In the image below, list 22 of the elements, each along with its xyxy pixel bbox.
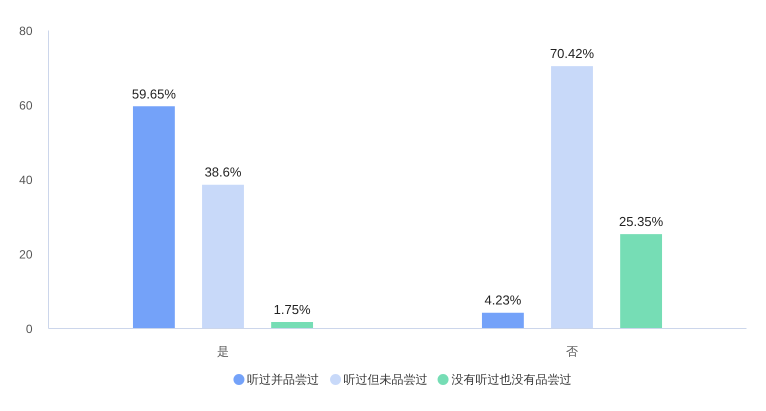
x-tick-label: 否 [566, 344, 578, 358]
data-label: 70.42% [550, 46, 594, 62]
data-label: 38.6% [204, 164, 242, 180]
y-tick-label: 0 [26, 322, 33, 336]
data-label: 59.65% [132, 86, 176, 102]
bar [620, 234, 662, 328]
data-label: 4.23% [484, 292, 522, 308]
legend-label: 听过并品尝过 [247, 372, 320, 386]
y-tick-label: 60 [19, 98, 33, 112]
bar [551, 66, 593, 328]
y-tick-label: 40 [19, 173, 33, 187]
y-tick-label: 80 [19, 24, 33, 38]
bar [271, 322, 314, 328]
bar [482, 312, 524, 328]
bar [132, 106, 175, 328]
data-label: 1.75% [274, 302, 311, 317]
y-tick-label: 20 [19, 248, 33, 262]
data-label: 25.35% [619, 214, 664, 230]
bar [202, 184, 244, 328]
x-tick-label: 是 [217, 344, 229, 358]
legend-label: 听过但未品尝过 [344, 372, 428, 386]
legend-label: 没有听过也没有品尝过 [451, 372, 572, 386]
